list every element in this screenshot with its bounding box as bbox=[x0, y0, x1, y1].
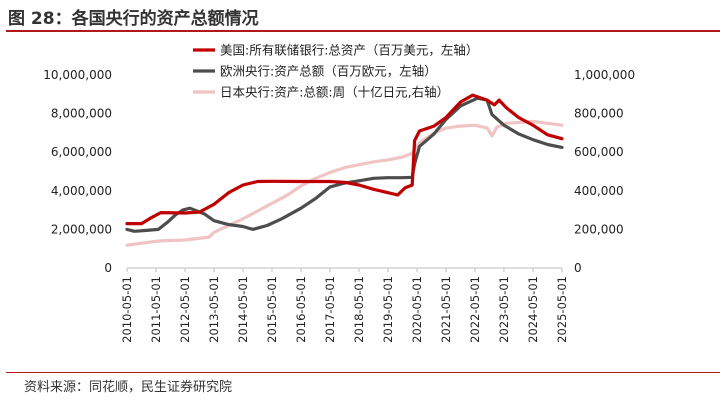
x-tick-label: 2023-05-01 bbox=[497, 276, 511, 343]
figure-title: 图 28：各国央行的资产总额情况 bbox=[8, 9, 259, 29]
y-left-tick-label: 10,000,000 bbox=[43, 68, 112, 82]
x-tick-label: 2010-05-01 bbox=[120, 276, 134, 343]
legend: 美国:所有联储银行:总资产（百万美元，左轴） 欧洲央行:资产总额（百万欧元，左轴）… bbox=[193, 43, 478, 100]
y-left-tick-label: 4,000,000 bbox=[51, 184, 112, 198]
y-left-tick-label: 6,000,000 bbox=[51, 145, 112, 159]
legend-label-2: 欧洲央行:资产总额（百万欧元，左轴） bbox=[220, 64, 437, 79]
series-layer bbox=[125, 93, 564, 247]
legend-label-3: 日本央行:资产:总额:周（十亿日元,右轴） bbox=[220, 85, 449, 100]
y-left-tick-label: 2,000,000 bbox=[51, 222, 112, 236]
y-right-tick-label: 200,000 bbox=[574, 222, 624, 236]
legend-label-1: 美国:所有联储银行:总资产（百万美元，左轴） bbox=[220, 43, 478, 58]
y-right-tick-label: 0 bbox=[574, 261, 582, 275]
x-tick-label: 2016-05-01 bbox=[294, 276, 308, 343]
y-right-tick-label: 400,000 bbox=[574, 184, 624, 198]
x-tick-label: 2020-05-01 bbox=[410, 276, 424, 343]
series-line-1 bbox=[125, 93, 564, 226]
x-tick-label: 2017-05-01 bbox=[323, 276, 337, 343]
x-tick-label: 2012-05-01 bbox=[178, 276, 192, 343]
x-tick-label: 2015-05-01 bbox=[265, 276, 279, 343]
title-underline bbox=[6, 30, 720, 32]
x-tick-label: 2022-05-01 bbox=[468, 276, 482, 343]
x-tick-label: 2018-05-01 bbox=[352, 276, 366, 343]
x-tick-label: 2014-05-01 bbox=[236, 276, 250, 343]
x-tick-label: 2011-05-01 bbox=[149, 276, 163, 343]
x-tick-label: 2019-05-01 bbox=[381, 276, 395, 343]
source-note: 资料来源：同花顺，民生证券研究院 bbox=[24, 380, 233, 395]
x-tick-label: 2025-05-01 bbox=[555, 276, 569, 343]
y-right-tick-label: 600,000 bbox=[574, 145, 624, 159]
y-left-tick-label: 0 bbox=[104, 261, 112, 275]
y-left-tick-label: 8,000,000 bbox=[51, 107, 112, 121]
footer-rule bbox=[6, 372, 720, 373]
axes-layer: 0 2,000,000 4,000,000 6,000,000 8,000,000 10,… bbox=[43, 68, 635, 343]
x-tick-label: 2021-05-01 bbox=[439, 276, 453, 343]
x-tick-label: 2013-05-01 bbox=[207, 276, 221, 343]
y-right-tick-label: 800,000 bbox=[574, 107, 624, 121]
x-tick-label: 2024-05-01 bbox=[526, 276, 540, 343]
series-line-3 bbox=[125, 119, 564, 247]
y-right-tick-label: 1,000,000 bbox=[574, 68, 635, 82]
